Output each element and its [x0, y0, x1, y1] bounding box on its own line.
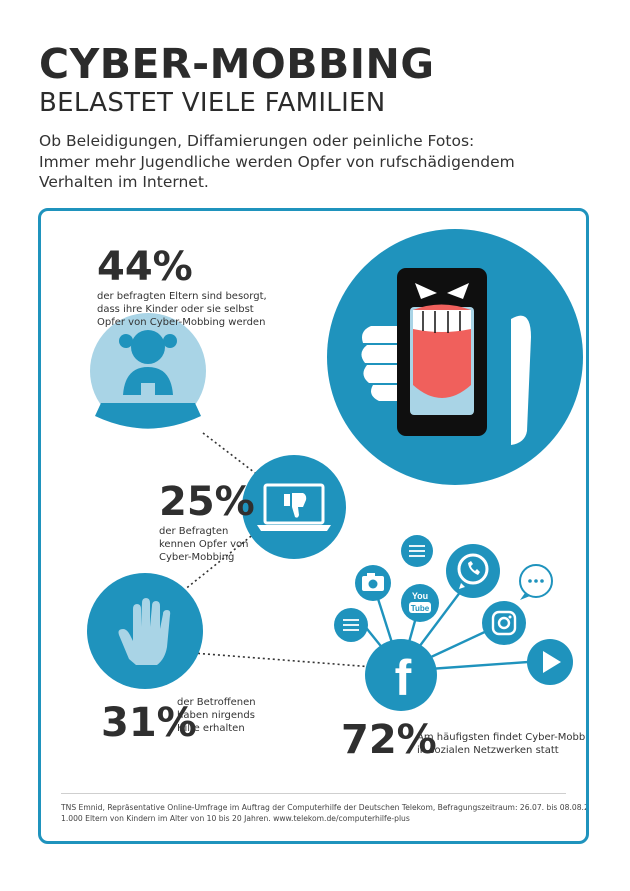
stat-line: Hilfe erhalten — [177, 723, 245, 734]
intro-text: Ob Beleidigungen, Diffamierungen oder pe… — [39, 131, 579, 193]
stat-line: dass ihre Kinder oder sie selbst — [97, 304, 254, 315]
infographic-illustration: You Tube — [87, 229, 583, 711]
stat-line: Opfer von Cyber-Mobbing werden — [97, 317, 266, 328]
stat-25-value: 25% — [159, 479, 255, 525]
intro-line: Verhalten im Internet. — [39, 173, 209, 191]
stat-line: in sozialen Netzwerken statt — [417, 745, 559, 756]
instagram-icon — [482, 601, 526, 645]
stat-31-description: der Betroffenen haben nirgends Hilfe erh… — [177, 696, 256, 735]
page-title: CYBER-MOBBING — [39, 40, 435, 88]
chat-bubble-icon — [401, 535, 433, 567]
source-line: 1.000 Eltern von Kindern im Alter von 10… — [61, 813, 410, 823]
source-line: TNS Emnid, Repräsentative Online-Umfrage… — [61, 803, 589, 812]
connector-lines — [172, 432, 374, 668]
play-icon — [527, 639, 573, 685]
stat-line: kennen Opfer von — [159, 539, 249, 550]
camera-icon — [355, 565, 391, 601]
footer-divider — [61, 793, 566, 794]
stat-line: Cyber-Mobbing — [159, 552, 235, 563]
intro-line: Immer mehr Jugendliche werden Opfer von … — [39, 152, 515, 171]
stat-25-description: der Befragten kennen Opfer von Cyber-Mob… — [159, 525, 249, 564]
stat-line: Am häufigsten findet Cyber-Mobbing — [417, 732, 589, 743]
youtube-tube-label: Tube — [411, 604, 430, 613]
social-network-cluster: You Tube — [334, 535, 573, 711]
facebook-letter: f — [395, 650, 412, 706]
raised-hand-icon — [87, 573, 203, 689]
stat-72-description: Am häufigsten findet Cyber-Mobbing in so… — [417, 731, 589, 757]
facebook-icon: f — [365, 639, 437, 711]
chat-dots-icon — [519, 564, 553, 600]
page-subtitle: BELASTET VIELE FAMILIEN — [39, 88, 386, 118]
girl-at-desk-icon — [90, 313, 206, 429]
stat-line: der Betroffenen — [177, 697, 256, 708]
source-note: TNS Emnid, Repräsentative Online-Umfrage… — [61, 803, 589, 824]
stat-44-description: der befragten Eltern sind besorgt, dass … — [97, 290, 267, 329]
youtube-icon: You Tube — [401, 584, 439, 622]
whatsapp-icon — [446, 544, 500, 598]
stat-line: der Befragten — [159, 526, 229, 537]
laptop-thumbs-down-icon — [242, 455, 346, 559]
stat-line: der befragten Eltern sind besorgt, — [97, 291, 267, 302]
stat-72-value: 72% — [341, 717, 437, 763]
stat-line: haben nirgends — [177, 710, 255, 721]
phone-monster-icon — [327, 229, 583, 485]
infographic-card: You Tube — [38, 208, 589, 844]
list-chat-icon — [334, 608, 368, 642]
intro-line: Ob Beleidigungen, Diffamierungen oder pe… — [39, 132, 475, 150]
stat-31-value: 31% — [101, 700, 197, 746]
stat-44-value: 44% — [97, 244, 193, 290]
youtube-you-label: You — [412, 591, 428, 601]
